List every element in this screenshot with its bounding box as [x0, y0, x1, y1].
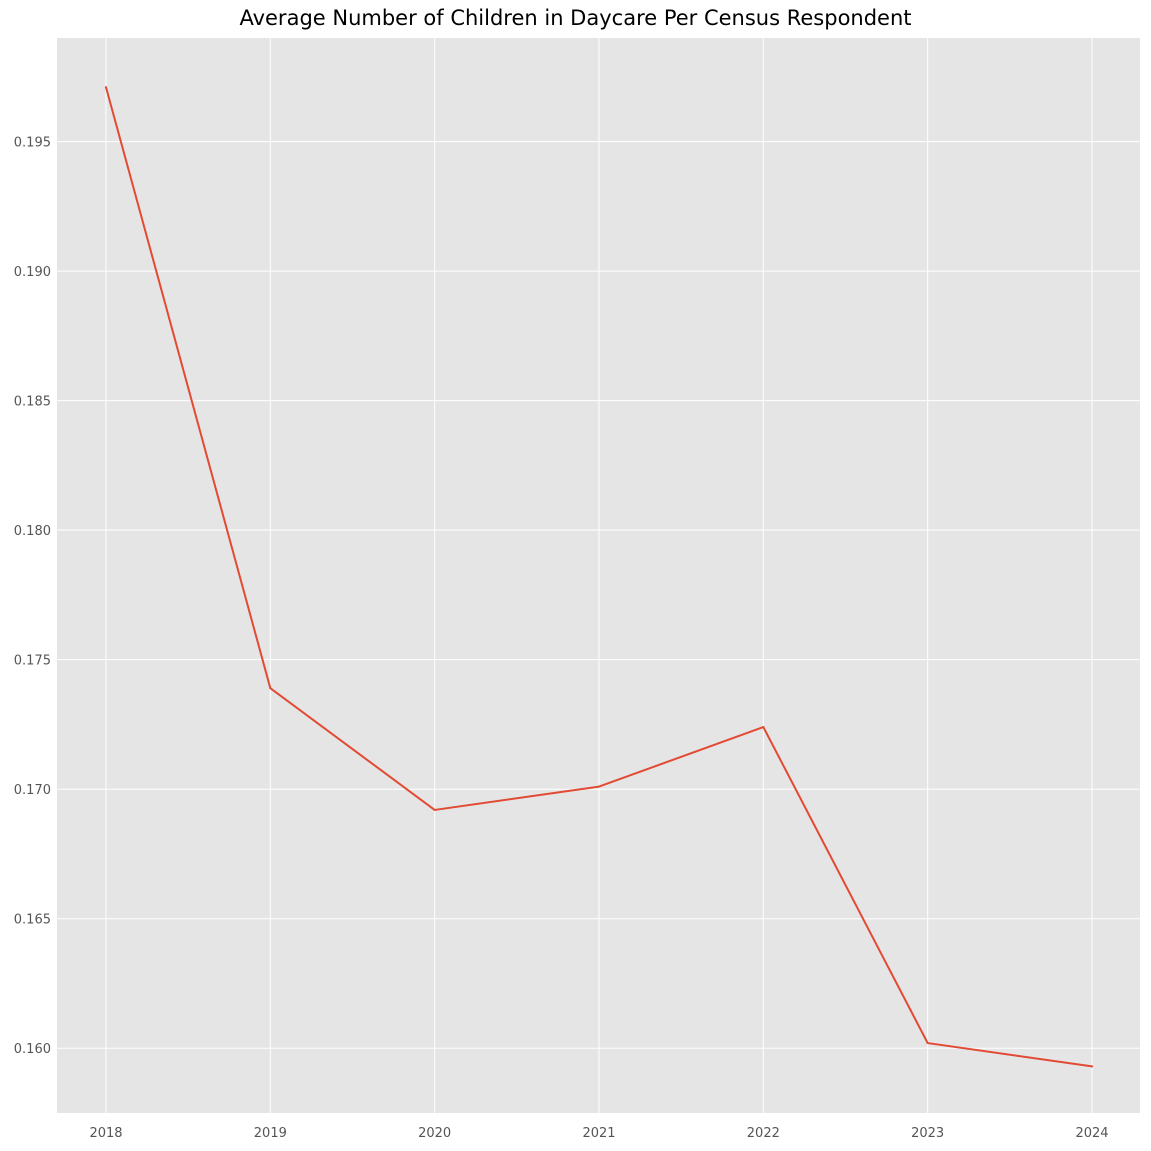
y-tick-label: 0.170: [14, 783, 51, 798]
x-tick-label: 2021: [582, 1126, 615, 1141]
x-tick-label: 2022: [747, 1126, 780, 1141]
y-tick-label: 0.160: [14, 1042, 51, 1057]
y-tick-label: 0.195: [14, 136, 51, 151]
data-point: [762, 726, 765, 729]
data-point: [926, 1042, 929, 1045]
data-point: [269, 687, 272, 690]
x-tick-label: 2020: [418, 1126, 451, 1141]
y-tick-label: 0.185: [14, 395, 51, 410]
x-tick-label: 2024: [1075, 1126, 1108, 1141]
data-point: [105, 86, 107, 89]
x-tick-label: 2019: [254, 1126, 287, 1141]
chart-title: Average Number of Children in Daycare Pe…: [239, 6, 912, 30]
data-point: [598, 785, 600, 788]
x-tick-label: 2018: [89, 1126, 122, 1141]
y-tick-label: 0.165: [14, 913, 51, 928]
data-point: [433, 808, 436, 811]
x-tick-label: 2023: [911, 1126, 944, 1141]
data-point: [1091, 1065, 1093, 1068]
y-tick-label: 0.180: [14, 524, 51, 539]
y-tick-label: 0.190: [14, 265, 51, 280]
y-tick-label: 0.175: [14, 654, 51, 669]
